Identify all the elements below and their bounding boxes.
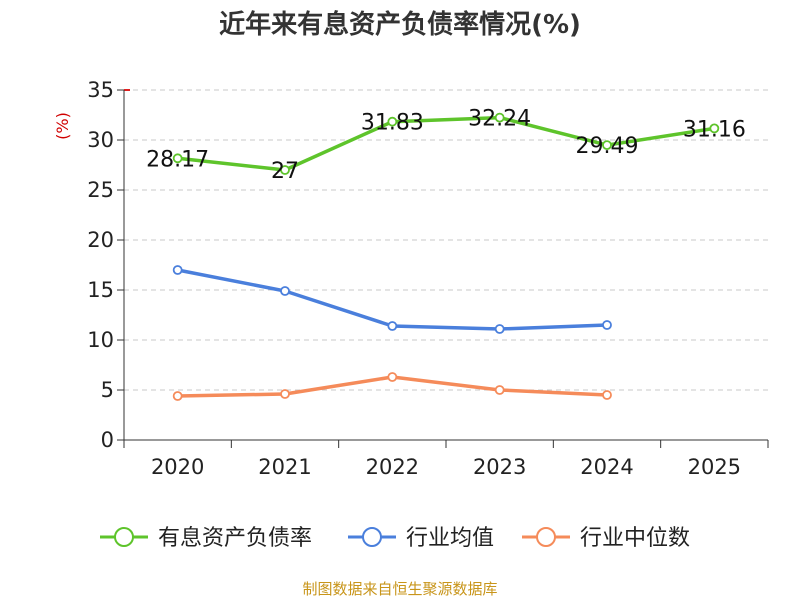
data-point[interactable] [387,372,398,382]
data-point[interactable] [494,324,505,334]
x-tick-label: 2025 [688,455,741,479]
legend-item[interactable]: 行业均值 [348,526,494,551]
data-point[interactable] [172,265,183,275]
data-label: 31.83 [361,111,424,136]
data-point[interactable] [387,116,398,127]
data-point[interactable] [280,165,290,175]
x-tick-label: 2020 [151,455,204,479]
x-tick-label: 2023 [473,455,526,479]
legend-label: 行业均值 [406,526,494,551]
data-point[interactable] [172,153,183,164]
data-point[interactable] [387,321,398,331]
legend-label: 行业中位数 [580,526,690,551]
series-line [175,268,609,331]
data-label: 28.17 [146,147,209,172]
y-tick-label: 5 [101,378,114,402]
y-tick-label: 15 [87,278,114,302]
data-point[interactable] [280,286,290,296]
legend-label: 有息资产负债率 [158,526,312,551]
source-note: 制图数据来自恒生聚源数据库 [302,580,497,598]
y-tick-label: 35 [87,78,114,102]
y-axis-unit-label: (%) [53,112,72,140]
x-tick-label: 2021 [258,455,311,479]
y-tick-label: 0 [101,428,114,452]
data-label: 29.49 [576,134,639,159]
chart-title: 近年来有息资产负债率情况(%) [219,9,581,40]
legend-marker [536,527,556,547]
data-point[interactable] [602,140,612,151]
y-tick-label: 30 [87,128,114,152]
legend-item[interactable]: 行业中位数 [522,526,690,551]
legend-marker [362,527,382,547]
data-point[interactable] [602,320,612,330]
legend-item[interactable]: 有息资产负债率 [100,526,312,551]
legend: 有息资产负债率 行业均值 行业中位数 [100,526,690,551]
data-point[interactable] [709,123,720,134]
x-tick-label: 2022 [366,455,419,479]
data-point[interactable] [602,390,612,400]
data-point[interactable] [280,389,290,399]
data-point[interactable] [172,391,183,401]
data-point[interactable] [494,112,505,123]
data-point[interactable] [494,385,505,395]
data-label: 31.16 [683,117,746,142]
series-line [175,115,717,172]
y-tick-label: 20 [87,228,114,252]
data-label: 32.24 [468,107,531,132]
series-lines [172,112,720,401]
legend-marker [114,527,134,547]
data-label: 27 [271,159,299,184]
y-tick-label: 25 [87,178,114,202]
data-labels: 28.17 27 31.83 32.24 29.49 31.16 [146,107,746,184]
y-tick-label: 10 [87,328,114,352]
x-tick-label: 2024 [580,455,633,479]
